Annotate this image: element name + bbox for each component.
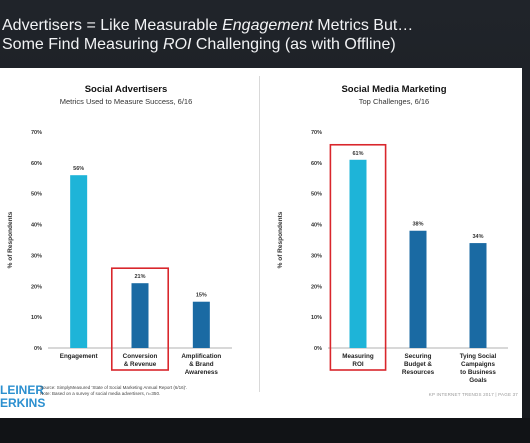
divider: [259, 76, 260, 392]
data-label: 15%: [196, 293, 207, 299]
y-tick-label: 20%: [31, 284, 42, 290]
category-label: Campaigns: [461, 361, 495, 368]
highlight-box: [329, 143, 387, 371]
y-tick-label: 30%: [311, 253, 322, 259]
highlight-box: [110, 267, 170, 371]
slide-panel: Social Advertisers Metrics Used to Measur…: [0, 68, 522, 418]
chart-subtitle: Top Challenges, 6/16: [359, 97, 429, 106]
bottom-band: [0, 418, 530, 443]
title-text: Advertisers = Like Measurable: [2, 17, 223, 34]
chart-title: Social Advertisers: [85, 84, 168, 95]
category-label: & Revenue: [124, 361, 157, 368]
y-axis-label: % of Respondents: [277, 211, 284, 268]
y-tick-label: 20%: [311, 284, 322, 290]
title-line-2: Some Find Measuring ROI Challenging (as …: [0, 35, 530, 54]
category-label: Awareness: [185, 369, 219, 376]
data-label: 38%: [412, 222, 423, 228]
y-tick-label: 0%: [34, 346, 42, 352]
category-label: Tying Social: [460, 353, 497, 360]
title-emphasis: ROI: [162, 36, 192, 53]
y-tick-label: 10%: [311, 315, 322, 321]
title-line-1: Advertisers = Like Measurable Engagement…: [0, 16, 530, 35]
y-axis-label: % of Respondents: [7, 211, 14, 268]
title-emphasis: Engagement: [222, 17, 313, 34]
source-line: Note: Based on a survey of social media …: [40, 391, 161, 396]
bar: [131, 283, 149, 348]
source-note: Source: SimplyMeasured 'State of Social …: [40, 385, 240, 397]
chart-social-media-marketing: Social Media Marketing Top Challenges, 6/…: [277, 84, 508, 384]
bar: [192, 301, 210, 348]
category-label: Goals: [469, 377, 487, 384]
y-tick-label: 60%: [311, 161, 322, 167]
y-tick-label: 50%: [31, 192, 42, 198]
category-label: Amplification: [181, 353, 221, 360]
y-tick-label: 50%: [311, 192, 322, 198]
slide-title: Advertisers = Like Measurable Engagement…: [0, 16, 530, 54]
bar: [469, 243, 487, 348]
y-tick-label: 0%: [314, 346, 322, 352]
category-label: Budget &: [404, 361, 432, 368]
source-line: Source: SimplyMeasured 'State of Social …: [40, 385, 188, 390]
chart-title: Social Media Marketing: [341, 84, 446, 95]
chart-subtitle: Metrics Used to Measure Success, 6/16: [60, 97, 193, 106]
category-label: to Business: [460, 369, 496, 376]
y-tick-label: 70%: [311, 130, 322, 136]
category-label: Securing: [405, 353, 432, 360]
category-label: Conversion: [123, 353, 158, 360]
y-tick-label: 30%: [31, 253, 42, 259]
y-tick-label: 70%: [31, 130, 42, 136]
logo-line: LEINER: [0, 383, 45, 397]
bar: [349, 159, 367, 348]
logo-line: ERKINS: [0, 396, 46, 410]
y-tick-label: 40%: [311, 223, 322, 229]
bar: [409, 230, 427, 348]
y-tick-label: 60%: [31, 161, 42, 167]
category-label: Engagement: [60, 353, 99, 360]
data-label: 61%: [352, 151, 363, 157]
y-tick-label: 10%: [31, 315, 42, 321]
kpcb-logo: LEINER ERKINS: [0, 384, 45, 410]
title-text: Challenging (as with Offline): [191, 36, 396, 53]
data-label: 56%: [73, 166, 84, 172]
category-label: Measuring: [342, 353, 374, 360]
data-label: 21%: [134, 274, 145, 280]
bar: [70, 175, 88, 348]
y-tick-label: 40%: [31, 223, 42, 229]
chart-social-advertisers: Social Advertisers Metrics Used to Measur…: [7, 84, 232, 376]
category-label: & Brand: [189, 361, 214, 368]
category-label: ROI: [352, 361, 363, 368]
data-label: 34%: [472, 234, 483, 240]
report-footer: KP INTERNET TRENDS 2017 | PAGE 37: [428, 392, 518, 397]
title-text: Metrics But…: [312, 17, 414, 34]
title-text: Some Find Measuring: [2, 36, 163, 53]
category-label: Resources: [402, 369, 435, 376]
